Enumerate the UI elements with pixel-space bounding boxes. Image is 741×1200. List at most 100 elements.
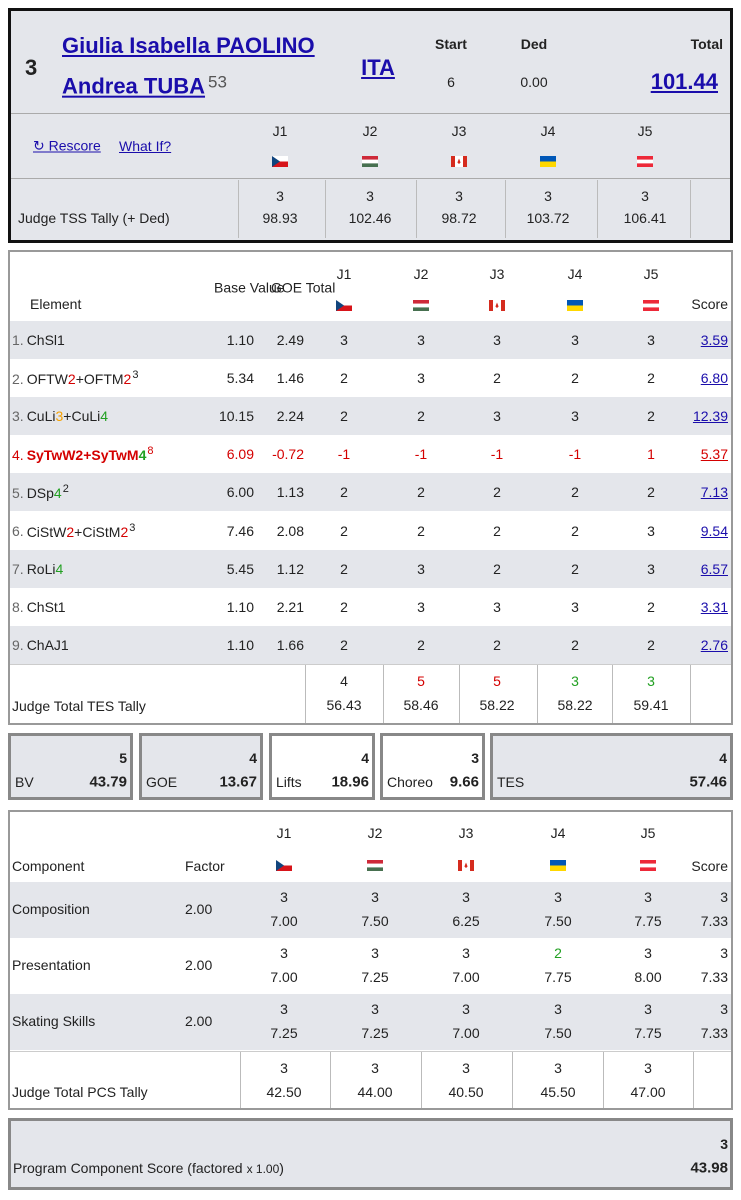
- judge-rank: 3: [647, 673, 655, 689]
- pcs-value: 43.98: [690, 1159, 728, 1177]
- element-score[interactable]: 6.80: [700, 370, 728, 387]
- row-band: [10, 625, 731, 664]
- element-code: ChSt1: [26, 598, 66, 615]
- pcs-label-text: ): [279, 1160, 284, 1176]
- summary-label: GOE: [146, 774, 178, 790]
- element-score[interactable]: 12.39: [692, 408, 728, 425]
- row-band: [10, 994, 731, 1050]
- flag: [489, 298, 505, 311]
- judge-rank: 3: [462, 945, 470, 961]
- flag: [413, 298, 429, 311]
- judge-rank: 5: [417, 673, 425, 689]
- goe-total: 2.24: [276, 408, 304, 425]
- col-header: Element: [30, 296, 82, 312]
- what-if-link[interactable]: What If?: [119, 138, 172, 154]
- total-score[interactable]: 101.44: [650, 69, 718, 94]
- judge-goe: 2: [493, 370, 501, 387]
- element-score[interactable]: 7.13: [700, 484, 728, 501]
- judge-rank: 3: [371, 1001, 379, 1017]
- flag: [336, 298, 352, 311]
- judge-goe: 2: [340, 484, 348, 501]
- judge-score: 98.93: [262, 210, 298, 226]
- judge-label: J3: [451, 123, 467, 139]
- element-score[interactable]: 3.59: [700, 332, 728, 348]
- judge-rank: 3: [371, 889, 379, 905]
- judge-goe: 2: [647, 636, 655, 653]
- goe-total: 1.13: [276, 484, 304, 501]
- judge-goe: 2: [417, 408, 425, 425]
- flag: [637, 154, 653, 167]
- divider: [690, 180, 691, 238]
- judge-label: J5: [640, 825, 656, 841]
- judge-score: 106.41: [623, 210, 667, 226]
- divider: [421, 1052, 422, 1108]
- judge-goe: 2: [571, 370, 579, 387]
- element-code: 4: [100, 408, 109, 425]
- pcs-factor: x 1.00: [246, 1162, 280, 1176]
- element-score[interactable]: 3.31: [700, 598, 728, 615]
- judge-label: J1: [276, 825, 292, 841]
- goe-total: -0.72: [272, 446, 304, 463]
- component-rank: 3: [720, 1001, 728, 1017]
- judge-rank: 3: [644, 889, 652, 905]
- element-code: SyTwW2+SyTwM: [26, 447, 139, 464]
- element-name: 8. ChSt1: [12, 599, 66, 615]
- nation[interactable]: ITA: [361, 55, 395, 80]
- row-band: [10, 321, 731, 359]
- summary-rank: 3: [471, 750, 479, 766]
- element-score[interactable]: 5.37: [700, 446, 728, 463]
- flag-icon: [637, 156, 653, 167]
- element-note: 8: [147, 445, 154, 458]
- element-code: ChSl1: [26, 332, 65, 348]
- flag: [567, 298, 583, 311]
- start-value: 6: [447, 74, 455, 90]
- judge-goe: 3: [647, 522, 655, 539]
- element-note: 3: [132, 369, 139, 382]
- header-panel: [8, 8, 733, 243]
- judge-rank: 3: [644, 1001, 652, 1017]
- row-band: [10, 549, 731, 588]
- judge-score: 98.72: [441, 210, 477, 226]
- judge-score: 47.00: [630, 1084, 666, 1100]
- skater-name[interactable]: Andrea TUBA: [62, 73, 206, 99]
- row-number: 4.: [12, 447, 24, 464]
- element-score[interactable]: 9.54: [700, 522, 728, 539]
- element-name: 5. DSp42: [12, 484, 69, 502]
- total-label: Total: [690, 36, 723, 52]
- element-score[interactable]: 2.76: [700, 636, 728, 653]
- judge-goe: 3: [647, 560, 655, 577]
- skater-line: Andrea TUBA 53: [62, 73, 227, 100]
- base-value: 10.15: [218, 408, 254, 425]
- judge-goe: 3: [493, 332, 501, 348]
- base-value: 1.10: [226, 598, 254, 615]
- rescore-link[interactable]: ↻ Rescore: [33, 137, 101, 154]
- judge-goe: 2: [340, 522, 348, 539]
- element-code: +OFTM: [75, 370, 124, 387]
- element-code: ChAJ1: [26, 636, 69, 653]
- flag: [540, 154, 556, 167]
- judge-label: J4: [550, 825, 566, 841]
- flag: [451, 154, 467, 167]
- row-band: [10, 587, 731, 626]
- divider: [612, 665, 613, 723]
- element-code: 2: [123, 370, 132, 387]
- judge-score: 7.50: [544, 913, 572, 929]
- bib-number: 53: [208, 72, 227, 92]
- judge-score: 6.25: [452, 913, 480, 929]
- component-factor: 2.00: [185, 1013, 213, 1029]
- divider: [10, 1051, 731, 1052]
- flag: [458, 858, 474, 871]
- judge-score: 103.72: [526, 210, 570, 226]
- skater-name[interactable]: Giulia Isabella PAOLINO: [62, 33, 315, 58]
- base-value: 5.45: [226, 560, 254, 577]
- judge-score: 102.46: [348, 210, 392, 226]
- judge-rank: 3: [280, 945, 288, 961]
- flag: [276, 858, 292, 871]
- summary-box: [139, 733, 263, 800]
- component-factor: 2.00: [185, 957, 213, 973]
- element-score[interactable]: 6.57: [700, 560, 728, 577]
- summary-value: 43.79: [89, 773, 127, 791]
- component-rank: 3: [720, 945, 728, 961]
- judge-score: 8.00: [634, 969, 662, 985]
